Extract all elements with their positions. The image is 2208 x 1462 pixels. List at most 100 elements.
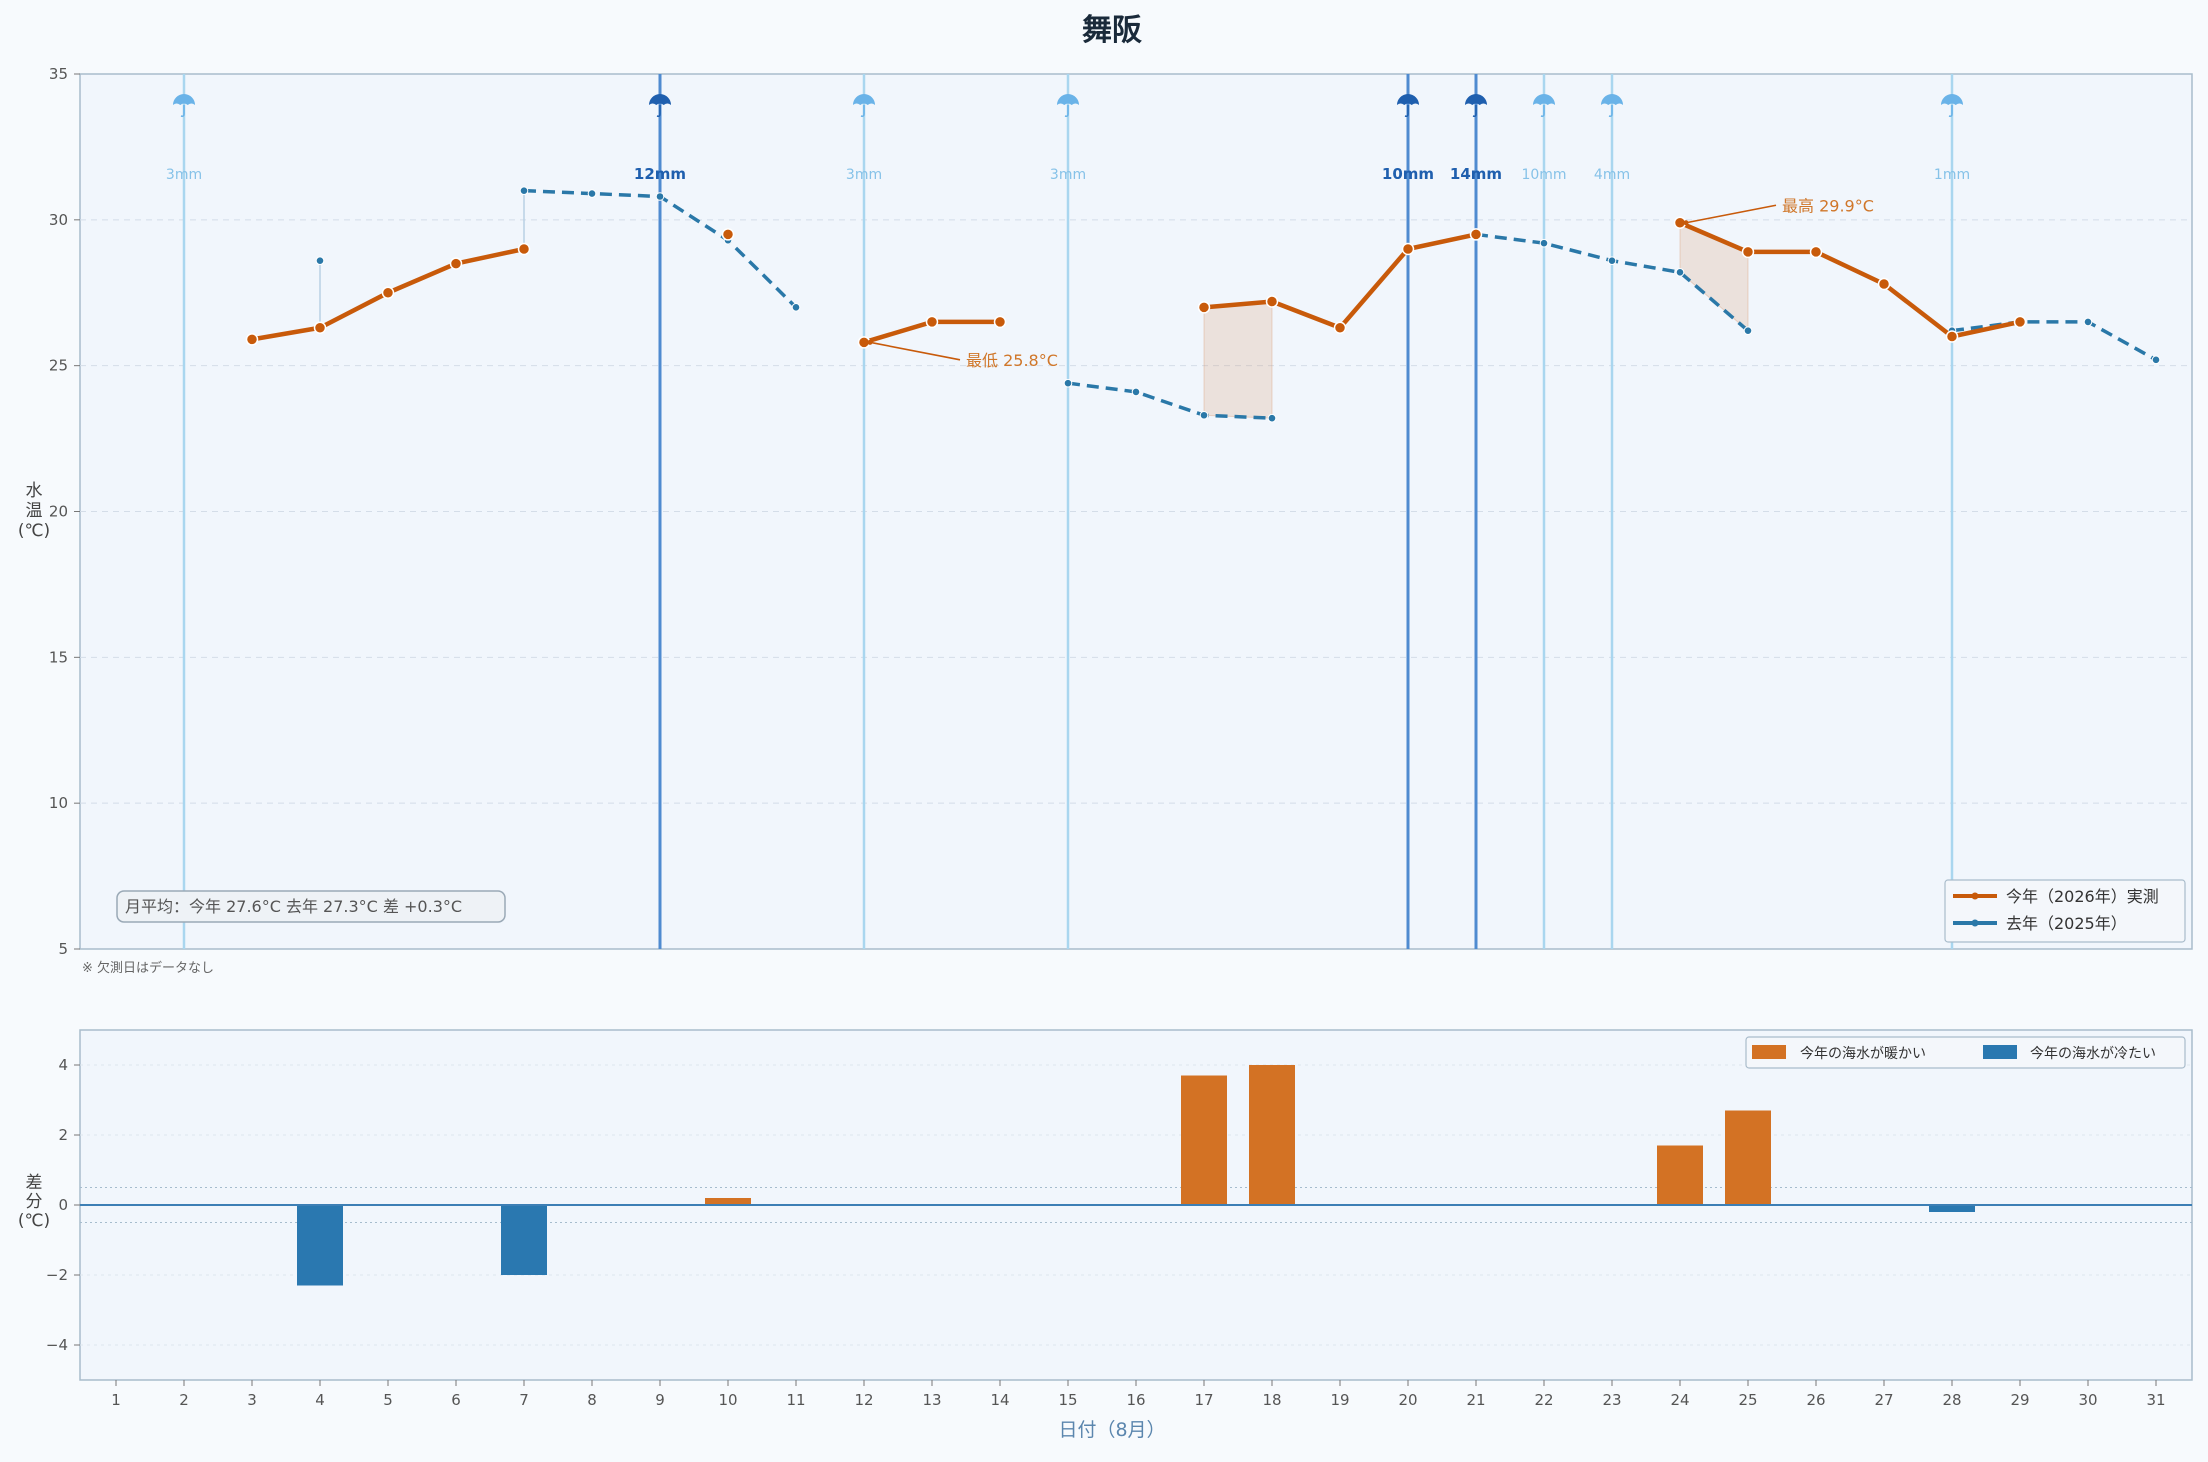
last-year-point: [2151, 355, 2161, 365]
this-year-point: [1945, 330, 1959, 343]
umbrella-canopy: [1533, 94, 1555, 105]
x-tick-label: 20: [1398, 1391, 1417, 1409]
this-year-point: [1197, 301, 1211, 314]
x-axis-label: 日付（8月）: [1058, 1419, 1165, 1441]
rain-amount-label: 10mm: [1521, 167, 1566, 183]
x-tick-label: 27: [1874, 1391, 1893, 1409]
this-year-point: [1401, 242, 1415, 256]
top-y-tick-label: 35: [49, 65, 68, 83]
this-year-line: [1679, 220, 2021, 339]
rain-amount-label: 4mm: [1594, 167, 1630, 183]
x-tick-label: 16: [1126, 1391, 1145, 1409]
x-tick-label: 2: [179, 1391, 189, 1409]
umbrella-icon: [1057, 94, 1079, 118]
last-year-line: [1067, 381, 1273, 420]
umbrella-icon: [1533, 94, 1555, 118]
bottom-y-tick-label: −4: [46, 1336, 68, 1354]
last-year-point: [1743, 326, 1753, 335]
difference-bar: [501, 1205, 547, 1275]
last-year-point: [315, 256, 325, 265]
x-tick-label: 4: [315, 1391, 325, 1409]
x-tick-label: 6: [451, 1391, 461, 1409]
this-year-point: [1469, 228, 1483, 241]
rain-amount-label: 10mm: [1382, 165, 1434, 183]
this-year-point: [449, 257, 463, 270]
umbrella-canopy: [1465, 94, 1487, 105]
top-y-tick-label: 5: [58, 940, 68, 958]
x-tick-label: 24: [1670, 1391, 1689, 1409]
annotation-arrow-head: [867, 339, 873, 345]
x-tick-label: 8: [587, 1391, 597, 1409]
difference-bar: [297, 1205, 343, 1286]
bottom-y-tick-label: 2: [58, 1126, 68, 1144]
x-tick-label: 22: [1534, 1391, 1553, 1409]
last-year-point: [1267, 413, 1277, 423]
umbrella-handle: [1064, 105, 1069, 118]
umbrella-canopy: [173, 94, 195, 105]
umbrella-canopy: [853, 94, 875, 105]
this-year-point: [925, 315, 939, 329]
difference-bar: [1929, 1205, 1975, 1212]
legend-cooler-swatch: [1983, 1045, 2017, 1059]
top-y-axis-label: 水温(℃): [18, 481, 50, 541]
annotation-arrow: [869, 341, 961, 361]
last-year-point: [1131, 387, 1141, 397]
last-year-point: [655, 192, 665, 201]
umbrella-canopy: [649, 94, 671, 105]
legend-cooler-label: 今年の海水が冷たい: [2030, 1046, 2156, 1062]
umbrella-handle: [1472, 105, 1477, 118]
missing-data-note: ※ 欠測日はデータなし: [82, 960, 214, 976]
umbrella-canopy: [1941, 94, 1963, 105]
rain-amount-label: 14mm: [1450, 165, 1502, 183]
umbrella-canopy: [1397, 94, 1419, 105]
x-tick-label: 28: [1942, 1391, 1961, 1409]
annotation-label: 最低 25.8°C: [966, 351, 1058, 370]
annotation-arrow: [1685, 204, 1777, 224]
difference-bar: [1249, 1065, 1295, 1205]
umbrella-icon: [1601, 94, 1623, 118]
bottom-legend: 今年の海水が暖かい 今年の海水が冷たい: [1745, 1036, 2186, 1069]
annotation-label: 最高 29.9°C: [1782, 196, 1874, 215]
umbrella-handle: [1540, 105, 1545, 118]
x-tick-label: 7: [519, 1391, 529, 1409]
this-year-point: [993, 315, 1007, 329]
last-year-line: [1951, 320, 2157, 362]
rain-amount-label: 1mm: [1934, 167, 1970, 183]
this-year-point: [313, 321, 327, 334]
last-year-point: [1199, 410, 1209, 420]
x-tick-label: 21: [1466, 1391, 1485, 1409]
this-year-point: [1741, 245, 1755, 259]
x-tick-label: 18: [1262, 1391, 1281, 1409]
legend-warmer-label: 今年の海水が暖かい: [1800, 1046, 1926, 1062]
bottom-y-tick-label: 0: [58, 1196, 68, 1214]
top-y-tick-label: 10: [49, 794, 68, 812]
umbrella-icon: [853, 94, 875, 118]
this-year-point: [1877, 277, 1891, 291]
this-year-point: [2013, 315, 2027, 329]
monthly-average-box: [116, 890, 506, 923]
x-tick-label: 5: [383, 1391, 393, 1409]
legend-warmer-swatch: [1752, 1045, 1786, 1059]
x-tick-label: 10: [718, 1391, 737, 1409]
umbrella-icon: [649, 94, 671, 118]
legend-this-year-label: 今年（2026年）実測: [2006, 887, 2159, 906]
umbrella-icon: [173, 94, 195, 118]
x-tick-label: 23: [1602, 1391, 1621, 1409]
rain-amount-label: 3mm: [1050, 167, 1086, 183]
x-tick-label: 29: [2010, 1391, 2029, 1409]
bottom-y-tick-label: −2: [46, 1266, 68, 1284]
top-y-tick-label: 20: [49, 503, 68, 521]
last-year-point: [791, 303, 801, 312]
x-tick-label: 14: [990, 1391, 1009, 1409]
x-tick-label: 31: [2146, 1391, 2165, 1409]
chart-title: 舞阪: [1082, 13, 1142, 48]
x-tick-label: 30: [2078, 1391, 2097, 1409]
x-tick-label: 3: [247, 1391, 257, 1409]
this-year-point: [1265, 295, 1279, 308]
x-tick-label: 19: [1330, 1391, 1349, 1409]
rain-amount-label: 3mm: [166, 167, 202, 183]
rain-amount-label: 3mm: [846, 167, 882, 183]
annotation-arrow-head: [1683, 220, 1689, 226]
